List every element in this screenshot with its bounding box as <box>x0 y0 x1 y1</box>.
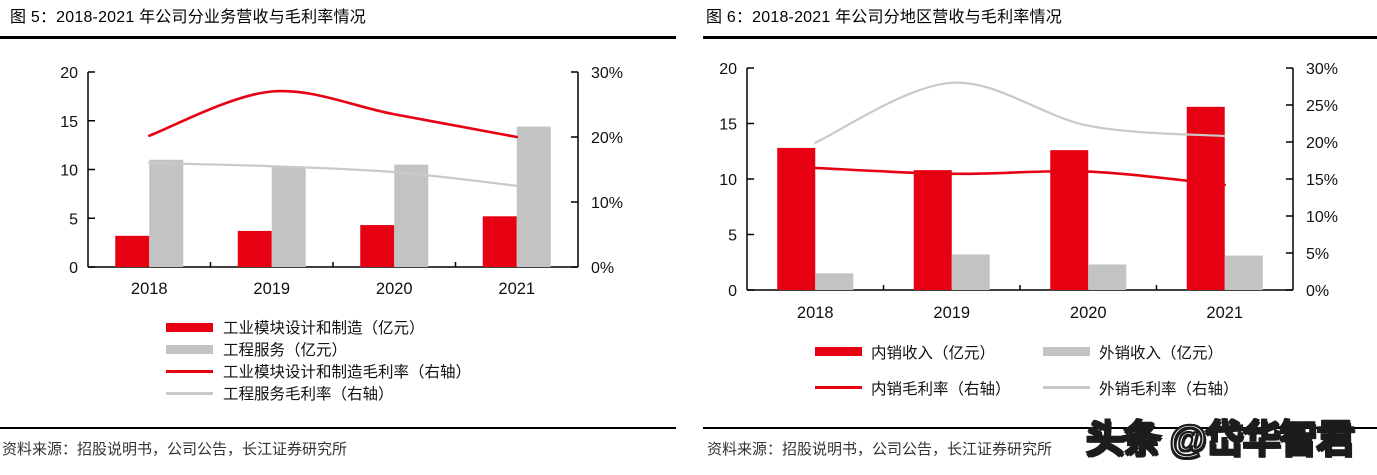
legend-item: 内销毛利率（右轴） <box>815 377 1043 398</box>
left-axis-tick-label: 20 <box>60 65 78 82</box>
legend-line-swatch <box>815 386 862 389</box>
bar-series2-2020 <box>394 164 429 267</box>
left-axis-tick-label: 10 <box>60 163 78 180</box>
legend-item: 外销收入（亿元） <box>1043 341 1239 362</box>
right-axis-tick-label: 20% <box>1306 135 1338 152</box>
bar-series1-2021 <box>1186 106 1225 290</box>
left-axis-tick-label: 5 <box>69 211 78 228</box>
bar-series2-2021 <box>516 126 551 267</box>
left-axis-tick-label: 15 <box>719 117 737 134</box>
legend-label: 内销收入（亿元） <box>871 344 996 362</box>
legend-line-swatch <box>1043 386 1090 389</box>
line-series2 <box>814 81 1226 144</box>
figure-6-source-rule <box>703 427 1377 429</box>
legend-label: 工业模块设计和制造毛利率（右轴） <box>223 364 472 381</box>
right-axis-tick-label: 30% <box>591 65 623 82</box>
left-axis-tick-label: 0 <box>69 260 78 277</box>
legend-label: 工程服务毛利率（右轴） <box>223 386 394 403</box>
bar-series2-2019 <box>271 166 306 267</box>
x-category-label: 2018 <box>131 280 168 298</box>
x-category-label: 2019 <box>253 280 290 298</box>
left-axis-tick-label: 5 <box>728 228 737 245</box>
watermark: 头条 @岱华智君 <box>1085 418 1356 462</box>
legend-line-swatch <box>166 391 213 395</box>
bar-series1-2020 <box>1050 150 1089 290</box>
legend-item: 内销收入（亿元） <box>815 341 1043 362</box>
right-axis-tick-label: 0% <box>591 260 614 277</box>
line-series1 <box>813 166 1227 187</box>
bar-series2-2018 <box>149 159 184 267</box>
figure-6-chart: 0 5 10 15 20 0% 5% 10% 15% 20% 25% 30% 2018 2019 2020 2… <box>719 61 1338 322</box>
right-axis-tick-label: 10% <box>591 195 623 212</box>
figure-5-legend: 工业模块设计和制造（亿元） 工程服务（亿元） 工业模块设计和制造毛利率（右轴） 工程服… <box>166 316 471 404</box>
figure-5-title: 图 5：2018-2021 年公司分业务营收与毛利率情况 <box>10 9 366 26</box>
line-series2 <box>148 161 518 187</box>
figure-5-source-rule <box>0 427 676 429</box>
x-category-label: 2021 <box>498 280 535 298</box>
left-axis-tick-label: 15 <box>60 114 78 131</box>
figure-6-legend: 内销收入（亿元） 外销收入（亿元） 内销毛利率（右轴） 外销毛利率（右轴） <box>815 341 1239 398</box>
x-category-label: 2020 <box>376 280 413 298</box>
right-axis-tick-label: 20% <box>591 130 623 147</box>
legend-label: 外销收入（亿元） <box>1099 344 1224 362</box>
legend-bar-swatch <box>166 322 213 332</box>
legend-bar-swatch <box>166 344 213 354</box>
legend-item: 工程服务（亿元） <box>166 338 471 360</box>
bar-series2-2021 <box>1224 255 1263 290</box>
right-axis-tick-label: 15% <box>1306 172 1338 189</box>
legend-label: 工业模块设计和制造（亿元） <box>223 320 425 337</box>
legend-label: 内销毛利率（右轴） <box>871 380 1011 398</box>
legend-item: 工业模块设计和制造（亿元） <box>166 316 471 338</box>
x-category-label: 2019 <box>933 304 970 322</box>
x-category-label: 2021 <box>1206 304 1243 322</box>
figure-6: 图 6：2018-2021 年公司分地区营收与毛利率情况 0 5 10 15 20 0% 5… <box>689 0 1377 475</box>
legend-bar-swatch <box>1043 347 1090 356</box>
right-axis-tick-label: 0% <box>1306 283 1329 300</box>
legend-label: 工程服务（亿元） <box>223 342 348 359</box>
right-axis-tick-label: 5% <box>1306 246 1329 263</box>
right-axis-tick-label: 30% <box>1306 61 1338 78</box>
figure-5-source: 资料来源：招股说明书，公司公告，长江证券研究所 <box>2 441 348 458</box>
figure-5-chart: 0 5 10 15 20 0% 10% 20% 30% 2018 2019 2020 2021 <box>60 65 623 298</box>
right-axis-tick-label: 10% <box>1306 209 1338 226</box>
legend-item: 外销毛利率（右轴） <box>1043 377 1239 398</box>
line-series1 <box>147 89 519 139</box>
bar-series1-2020 <box>360 225 395 267</box>
right-axis-tick-label: 25% <box>1306 98 1338 115</box>
figure-6-title-rule <box>703 36 1377 39</box>
bar-series1-2018 <box>115 235 150 267</box>
legend-line-swatch <box>166 369 213 373</box>
bar-series2-2018 <box>815 273 854 290</box>
legend-item: 工程服务毛利率（右轴） <box>166 382 471 404</box>
legend-bar-swatch <box>815 347 862 356</box>
bar-series1-2019 <box>913 170 952 290</box>
bar-series2-2020 <box>1088 264 1127 290</box>
figure-5-title-rule <box>0 36 676 39</box>
legend-label: 外销毛利率（右轴） <box>1099 380 1239 398</box>
bar-series1-2018 <box>777 147 816 290</box>
figure-6-source: 资料来源：招股说明书，公司公告，长江证券研究所 <box>707 441 1053 458</box>
figure-5: 图 5：2018-2021 年公司分业务营收与毛利率情况 0 5 10 15 20 0% 1… <box>0 9 676 458</box>
bar-series1-2019 <box>237 230 272 267</box>
bar-series1-2021 <box>482 216 517 267</box>
x-category-label: 2020 <box>1070 304 1107 322</box>
figure-6-title: 图 6：2018-2021 年公司分地区营收与毛利率情况 <box>706 9 1062 26</box>
left-axis-tick-label: 0 <box>728 283 737 300</box>
x-category-label: 2018 <box>797 304 834 322</box>
bar-series2-2019 <box>951 254 990 290</box>
left-axis-tick-label: 10 <box>719 172 737 189</box>
legend-item: 工业模块设计和制造毛利率（右轴） <box>166 360 471 382</box>
left-axis-tick-label: 20 <box>719 61 737 78</box>
